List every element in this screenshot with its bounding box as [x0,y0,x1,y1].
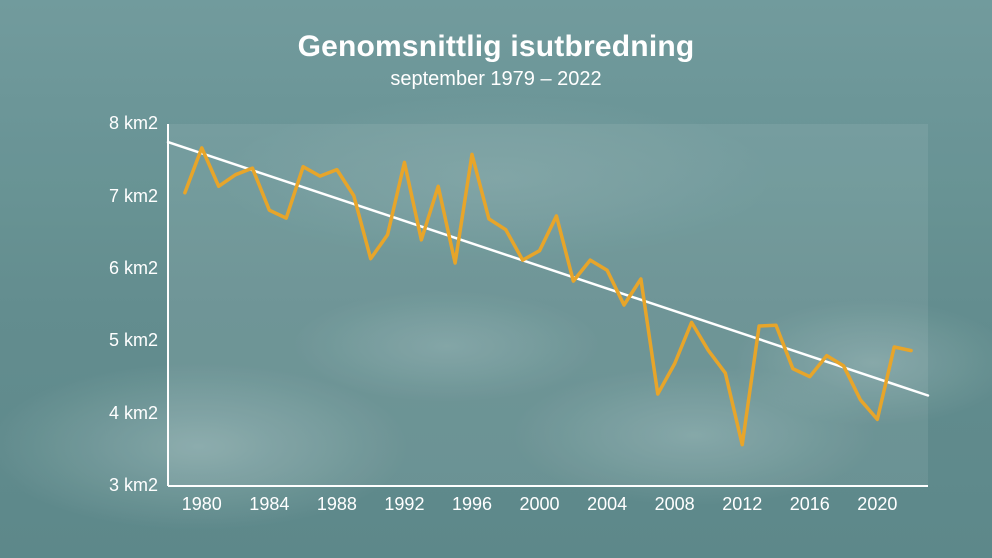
x-tick-label: 2016 [790,494,830,515]
x-tick-label: 1980 [182,494,222,515]
x-tick-label: 2012 [722,494,762,515]
x-tick-label: 1992 [384,494,424,515]
y-tick-label: 3 km2 [109,475,158,496]
x-tick-label: 2020 [857,494,897,515]
y-tick-label: 4 km2 [109,403,158,424]
x-tick-label: 2004 [587,494,627,515]
y-tick-label: 8 km2 [109,113,158,134]
x-tick-label: 1996 [452,494,492,515]
y-tick-label: 5 km2 [109,330,158,351]
chart-title: Genomsnittlig isutbredning [0,30,992,64]
figure-canvas: Genomsnittlig isutbredning september 197… [0,0,992,558]
y-tick-label: 6 km2 [109,258,158,279]
plot-panel [168,124,928,486]
y-tick-label: 7 km2 [109,186,158,207]
chart-svg [168,124,928,486]
x-tick-label: 2008 [655,494,695,515]
chart-title-block: Genomsnittlig isutbredning september 197… [0,30,992,91]
x-tick-label: 2000 [520,494,560,515]
chart-subtitle: september 1979 – 2022 [0,68,992,91]
x-tick-label: 1984 [249,494,289,515]
x-tick-label: 1988 [317,494,357,515]
